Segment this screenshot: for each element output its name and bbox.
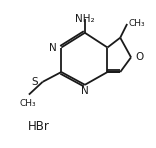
- Text: O: O: [135, 52, 144, 62]
- Text: CH₃: CH₃: [19, 99, 36, 108]
- Text: CH₃: CH₃: [129, 19, 145, 28]
- Text: N: N: [49, 42, 57, 53]
- Text: HBr: HBr: [27, 120, 49, 133]
- Text: NH₂: NH₂: [75, 14, 95, 24]
- Text: N: N: [81, 86, 89, 96]
- Text: S: S: [32, 77, 38, 87]
